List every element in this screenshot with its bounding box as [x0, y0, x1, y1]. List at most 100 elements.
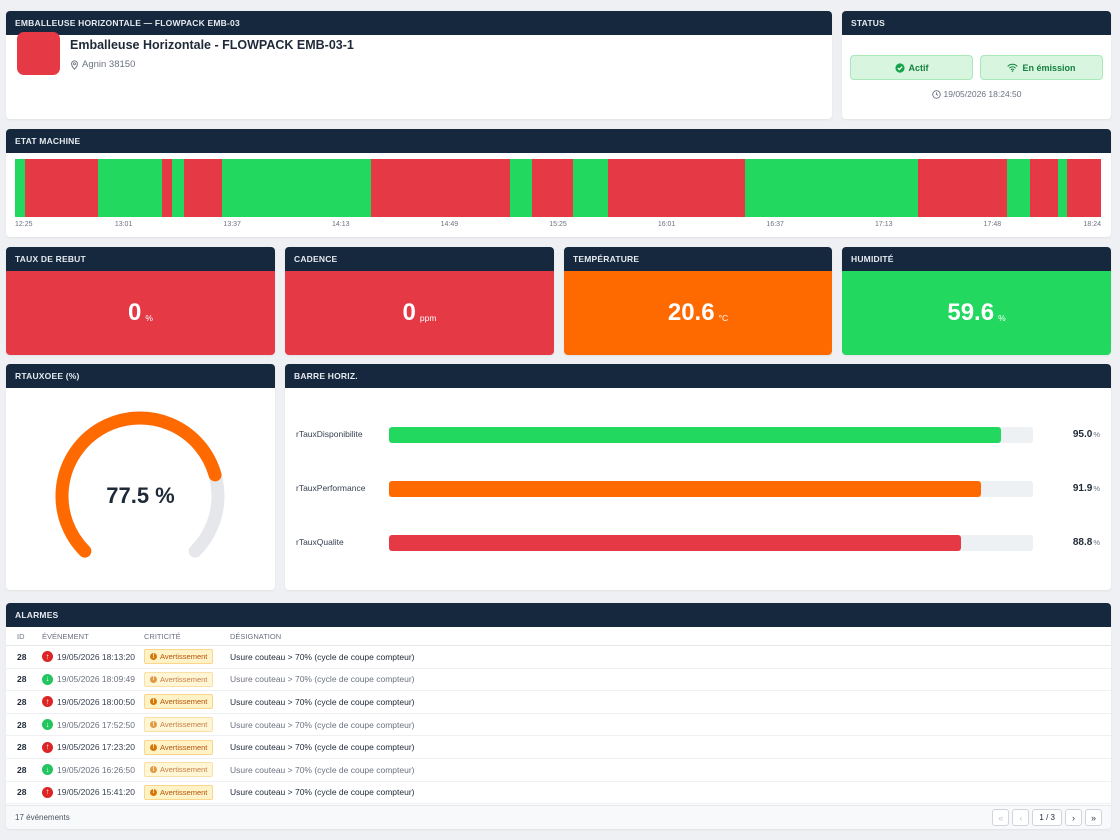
timeline-segment-stopped[interactable] — [607, 159, 745, 217]
criticity-badge: ! Avertissement — [144, 717, 214, 733]
status-timestamp: 19/05/2026 18:24:50 — [842, 89, 1111, 99]
kpi-title: TEMPÉRATURE — [564, 247, 832, 271]
bar-row-availability: rTauxDisponibilite 95.0% — [285, 426, 1111, 444]
bar-value: 95.0% — [1072, 429, 1100, 440]
gauge-fill — [55, 411, 222, 558]
timeline-segment-running[interactable] — [510, 159, 532, 217]
table-row[interactable]: 28 ↓ 19/05/2026 17:52:50 ! Avertissement Usur… — [6, 714, 1111, 737]
alarm-time: 19/05/2026 16:26:50 — [57, 764, 135, 775]
arrow-down-icon: ↓ — [42, 719, 53, 731]
col-id-header[interactable]: ID — [17, 631, 25, 641]
col-event-header[interactable]: ÉVÉNEMENT — [42, 631, 89, 641]
timestamp-text: 19/05/2026 18:24:50 — [943, 89, 1022, 99]
timeline-segment-running[interactable] — [97, 159, 162, 217]
first-page-button[interactable]: « — [992, 809, 1010, 826]
bar-fill — [389, 427, 1001, 443]
table-row[interactable]: 28 ↓ 19/05/2026 16:26:50 ! Avertissement Usur… — [6, 759, 1111, 782]
alarm-rows: 28 ↑ 19/05/2026 18:13:20 ! Avertissement Usur… — [6, 646, 1111, 805]
timeline-tick-label: 13:37 — [223, 221, 241, 228]
timeline-segment-running[interactable] — [172, 159, 185, 217]
alarm-event: ↑ 19/05/2026 18:13:20 — [42, 651, 144, 663]
alarms-card: ALARMES ID ÉVÉNEMENT CRITICITÉ DÉSIGNATI… — [6, 603, 1111, 829]
clock-icon — [931, 89, 941, 99]
kpi-value: 20.6 — [667, 299, 715, 326]
warning-icon: ! — [150, 788, 157, 796]
kpi-unit: % — [998, 312, 1006, 323]
alarm-time: 19/05/2026 18:09:49 — [57, 674, 135, 685]
alarm-time: 19/05/2026 17:52:50 — [57, 719, 135, 730]
alarms-title: ALARMES — [6, 603, 1111, 627]
emission-status-label: En émission — [1022, 62, 1076, 73]
pagination: « ‹ 1 / 3 › » — [992, 809, 1102, 826]
bar-label: rTauxDisponibilite — [296, 429, 363, 439]
timeline-segment-running[interactable] — [1006, 159, 1031, 217]
alarm-designation: Usure couteau > 70% (cycle de coupe comp… — [230, 764, 415, 775]
map-pin-icon — [71, 59, 78, 70]
col-criticity-header[interactable]: CRITICITÉ — [144, 631, 181, 641]
alarm-time: 19/05/2026 15:41:20 — [57, 787, 135, 798]
timeline-segment-stopped[interactable] — [161, 159, 173, 217]
table-row[interactable]: 28 ↑ 19/05/2026 18:13:20 ! Avertissement Usur… — [6, 646, 1111, 669]
criticity-badge: ! Avertissement — [144, 694, 214, 710]
kpi-scrap-rate: TAUX DE REBUT 0 % — [6, 247, 275, 355]
kpi-title: TAUX DE REBUT — [6, 247, 275, 271]
alarm-criticity: ! Avertissement — [144, 694, 230, 710]
timeline-segment-running[interactable] — [744, 159, 918, 217]
status-title: STATUS — [842, 11, 1111, 35]
state-timeline — [15, 159, 1102, 217]
kpi-body: 0 ppm — [285, 271, 554, 355]
alarm-id: 28 — [17, 787, 27, 798]
timeline-segment-stopped[interactable] — [1067, 159, 1102, 217]
alarm-event: ↑ 19/05/2026 18:00:50 — [42, 696, 144, 708]
table-row[interactable]: 28 ↑ 19/05/2026 18:00:50 ! Avertissement Usur… — [6, 691, 1111, 714]
event-count: 17 événements — [15, 813, 70, 822]
timeline-segment-running[interactable] — [1057, 159, 1068, 217]
timeline-segment-running[interactable] — [15, 159, 25, 217]
kpi-value: 0 — [402, 299, 416, 326]
bar-track — [389, 535, 1033, 551]
alarm-criticity: ! Avertissement — [144, 739, 230, 755]
timeline-tick-label: 17:48 — [983, 221, 1002, 228]
alarm-criticity: ! Avertissement — [144, 671, 230, 687]
bar-label: rTauxQualite — [296, 537, 344, 547]
oee-gauge-value: 77.5 % — [106, 483, 175, 508]
table-row[interactable]: 28 ↑ 19/05/2026 15:41:20 ! Avertissement Usur… — [6, 782, 1111, 805]
alarm-id: 28 — [17, 719, 27, 730]
kpi-title: CADENCE — [285, 247, 554, 271]
alarm-designation: Usure couteau > 70% (cycle de coupe comp… — [230, 719, 415, 730]
alarm-time: 19/05/2026 18:00:50 — [57, 696, 135, 707]
kpi-unit: ppm — [419, 312, 437, 323]
warning-icon: ! — [150, 653, 157, 661]
table-row[interactable]: 28 ↑ 19/05/2026 17:23:20 ! Avertissement Usur… — [6, 736, 1111, 759]
timeline-tick-label: 15:25 — [549, 221, 567, 228]
kpi-body: 20.6 °C — [564, 271, 832, 355]
page-indicator: 1 / 3 — [1032, 809, 1062, 826]
kpi-body: 59.6 % — [842, 271, 1111, 355]
timeline-segment-stopped[interactable] — [24, 159, 98, 217]
location-text: Agnin 38150 — [82, 59, 136, 70]
machine-header-card: EMBALLEUSE HORIZONTALE — FLOWPACK EMB-03… — [6, 11, 832, 119]
prev-page-button[interactable]: ‹ — [1012, 809, 1030, 826]
bar-fill — [389, 481, 981, 497]
next-page-button[interactable]: › — [1065, 809, 1082, 826]
kpi-title: HUMIDITÉ — [842, 247, 1111, 271]
last-page-button[interactable]: » — [1085, 809, 1102, 826]
timeline-segment-stopped[interactable] — [917, 159, 1007, 217]
criticity-badge: ! Avertissement — [144, 739, 214, 755]
machine-header-title: EMBALLEUSE HORIZONTALE — FLOWPACK EMB-03 — [6, 11, 832, 35]
arrow-up-icon: ↑ — [42, 786, 53, 798]
timeline-segment-stopped[interactable] — [371, 159, 511, 217]
alarm-event: ↑ 19/05/2026 17:23:20 — [42, 741, 144, 753]
arrow-up-icon: ↑ — [42, 696, 53, 708]
timeline-segment-running[interactable] — [222, 159, 372, 217]
machine-state-card: ETAT MACHINE 12:25 13:01 13:37 14:13 14:49 15… — [6, 129, 1111, 237]
bar-track — [389, 481, 1033, 497]
timeline-segment-stopped[interactable] — [1030, 159, 1058, 217]
horizontal-bars-card: BARRE HORIZ. rTauxDisponibilite 95.0% rT… — [285, 364, 1111, 590]
col-designation-header[interactable]: DÉSIGNATION — [230, 631, 282, 641]
timeline-segment-stopped[interactable] — [184, 159, 223, 217]
timeline-segment-running[interactable] — [573, 159, 608, 217]
table-row[interactable]: 28 ↓ 19/05/2026 18:09:49 ! Avertissement Usur… — [6, 669, 1111, 692]
bar-value: 88.8% — [1072, 537, 1100, 548]
timeline-segment-stopped[interactable] — [531, 159, 574, 217]
